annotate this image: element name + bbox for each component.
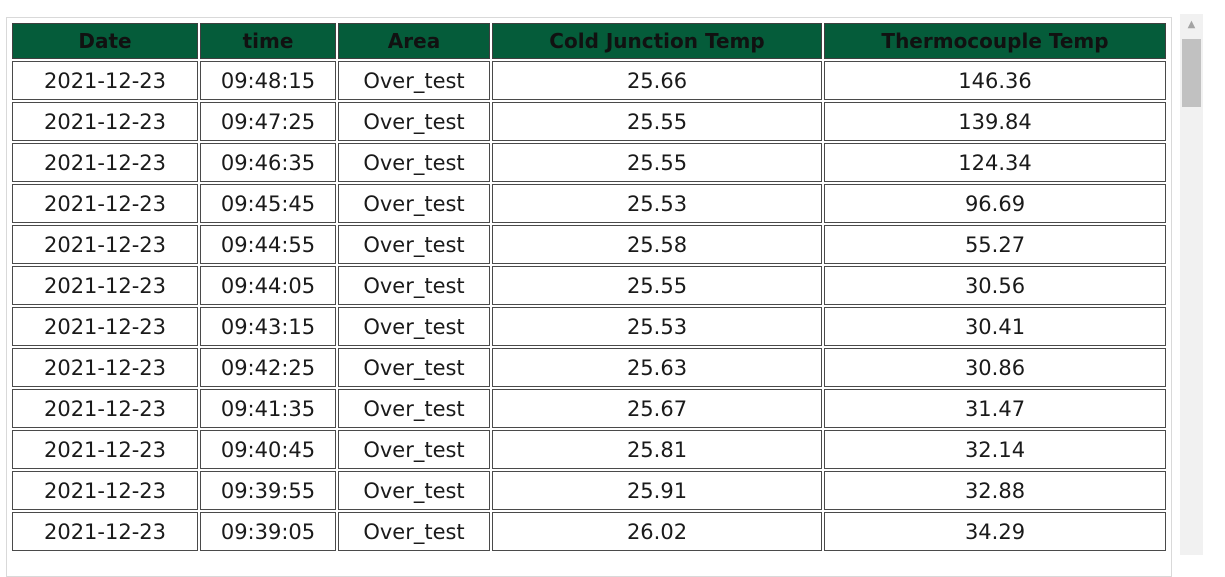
data-table: Date time Area Cold Junction Temp Thermo… [10,21,1168,553]
table-row: 2021-12-23 09:42:25 Over_test 25.63 30.8… [12,348,1166,387]
cell-thermocouple-temp: 31.47 [824,389,1166,428]
cell-date: 2021-12-23 [12,348,198,387]
column-header-area: Area [338,23,490,59]
cell-thermocouple-temp: 96.69 [824,184,1166,223]
cell-time: 09:47:25 [200,102,336,141]
cell-date: 2021-12-23 [12,184,198,223]
cell-date: 2021-12-23 [12,430,198,469]
table-row: 2021-12-23 09:48:15 Over_test 25.66 146.… [12,61,1166,100]
table-row: 2021-12-23 09:41:35 Over_test 25.67 31.4… [12,389,1166,428]
cell-date: 2021-12-23 [12,225,198,264]
cell-cold-junction-temp: 25.66 [492,61,822,100]
cell-area: Over_test [338,430,490,469]
cell-cold-junction-temp: 25.55 [492,143,822,182]
cell-cold-junction-temp: 25.55 [492,266,822,305]
cell-cold-junction-temp: 25.55 [492,102,822,141]
cell-time: 09:44:05 [200,266,336,305]
cell-area: Over_test [338,143,490,182]
cell-time: 09:44:55 [200,225,336,264]
triangle-up-icon: ▲ [1187,19,1196,30]
cell-time: 09:41:35 [200,389,336,428]
vertical-scrollbar[interactable]: ▲ [1180,14,1203,555]
cell-time: 09:39:55 [200,471,336,510]
cell-time: 09:46:35 [200,143,336,182]
column-header-thermocouple-temp: Thermocouple Temp [824,23,1166,59]
cell-date: 2021-12-23 [12,102,198,141]
cell-cold-junction-temp: 25.53 [492,307,822,346]
cell-thermocouple-temp: 30.86 [824,348,1166,387]
cell-time: 09:43:15 [200,307,336,346]
cell-time: 09:48:15 [200,61,336,100]
cell-area: Over_test [338,512,490,551]
cell-area: Over_test [338,389,490,428]
cell-date: 2021-12-23 [12,471,198,510]
cell-area: Over_test [338,348,490,387]
cell-date: 2021-12-23 [12,389,198,428]
table-row: 2021-12-23 09:40:45 Over_test 25.81 32.1… [12,430,1166,469]
scroll-up-button[interactable]: ▲ [1180,14,1203,36]
cell-cold-junction-temp: 25.58 [492,225,822,264]
column-header-date: Date [12,23,198,59]
cell-thermocouple-temp: 55.27 [824,225,1166,264]
cell-area: Over_test [338,102,490,141]
cell-date: 2021-12-23 [12,61,198,100]
header-row: Date time Area Cold Junction Temp Thermo… [12,23,1166,59]
cell-thermocouple-temp: 34.29 [824,512,1166,551]
cell-area: Over_test [338,184,490,223]
column-header-time: time [200,23,336,59]
cell-area: Over_test [338,471,490,510]
cell-area: Over_test [338,61,490,100]
cell-date: 2021-12-23 [12,143,198,182]
table-row: 2021-12-23 09:43:15 Over_test 25.53 30.4… [12,307,1166,346]
cell-cold-junction-temp: 25.81 [492,430,822,469]
table-row: 2021-12-23 09:45:45 Over_test 25.53 96.6… [12,184,1166,223]
table-header: Date time Area Cold Junction Temp Thermo… [12,23,1166,59]
cell-date: 2021-12-23 [12,266,198,305]
cell-area: Over_test [338,307,490,346]
cell-thermocouple-temp: 32.88 [824,471,1166,510]
cell-thermocouple-temp: 139.84 [824,102,1166,141]
cell-date: 2021-12-23 [12,307,198,346]
cell-time: 09:42:25 [200,348,336,387]
cell-thermocouple-temp: 30.56 [824,266,1166,305]
cell-area: Over_test [338,225,490,264]
table-row: 2021-12-23 09:44:05 Over_test 25.55 30.5… [12,266,1166,305]
cell-area: Over_test [338,266,490,305]
cell-cold-junction-temp: 25.67 [492,389,822,428]
cell-date: 2021-12-23 [12,512,198,551]
table-row: 2021-12-23 09:39:05 Over_test 26.02 34.2… [12,512,1166,551]
cell-thermocouple-temp: 32.14 [824,430,1166,469]
table-row: 2021-12-23 09:39:55 Over_test 25.91 32.8… [12,471,1166,510]
cell-thermocouple-temp: 124.34 [824,143,1166,182]
table-row: 2021-12-23 09:47:25 Over_test 25.55 139.… [12,102,1166,141]
table-container[interactable]: Date time Area Cold Junction Temp Thermo… [6,17,1172,577]
cell-cold-junction-temp: 25.63 [492,348,822,387]
cell-time: 09:45:45 [200,184,336,223]
cell-cold-junction-temp: 26.02 [492,512,822,551]
column-header-cold-junction-temp: Cold Junction Temp [492,23,822,59]
cell-thermocouple-temp: 146.36 [824,61,1166,100]
cell-time: 09:39:05 [200,512,336,551]
cell-time: 09:40:45 [200,430,336,469]
table-row: 2021-12-23 09:44:55 Over_test 25.58 55.2… [12,225,1166,264]
cell-cold-junction-temp: 25.91 [492,471,822,510]
cell-cold-junction-temp: 25.53 [492,184,822,223]
table-row: 2021-12-23 09:46:35 Over_test 25.55 124.… [12,143,1166,182]
table-body: 2021-12-23 09:48:15 Over_test 25.66 146.… [12,61,1166,551]
cell-thermocouple-temp: 30.41 [824,307,1166,346]
scroll-thumb[interactable] [1182,39,1201,107]
